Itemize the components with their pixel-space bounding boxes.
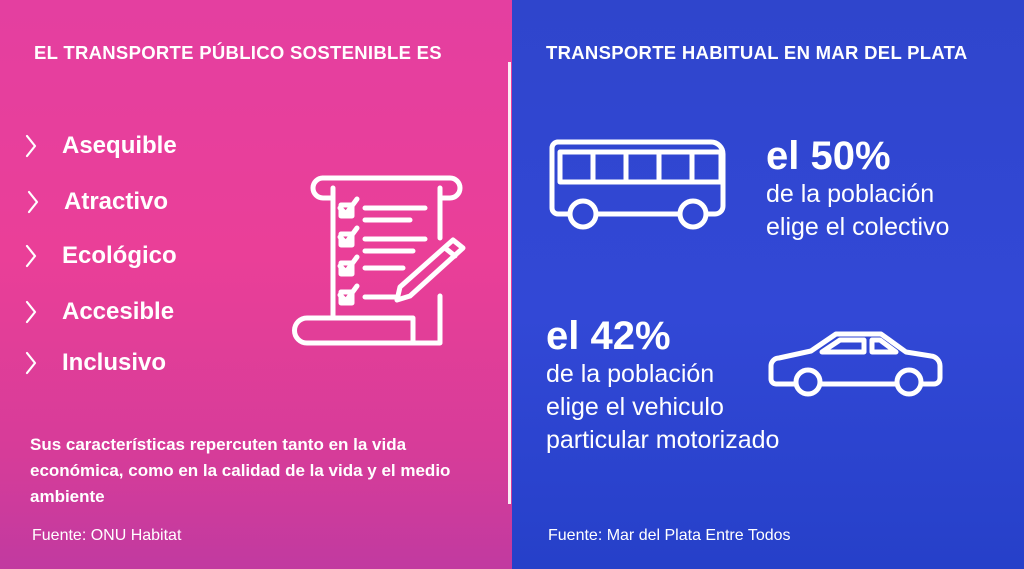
list-item: Accesible	[24, 294, 174, 330]
stat-bus: el 50% de la población elige el colectiv…	[766, 134, 949, 244]
left-note: Sus características repercuten tanto en …	[30, 435, 451, 506]
stat-bus-line1: de la población	[766, 180, 935, 208]
stat-car: el 42% de la población elige el vehiculo…	[546, 314, 779, 457]
list-item-label: Accesible	[62, 298, 175, 325]
chevron-right-icon	[24, 133, 50, 159]
list-item-label: Ecológico	[62, 242, 177, 269]
car-icon	[768, 331, 943, 397]
left-panel: EL TRANSPORTE PÚBLICO SOSTENIBLE ES Aseq…	[0, 0, 512, 569]
list-item: Atractivo	[26, 184, 168, 220]
right-title: TRANSPORTE HABITUAL EN MAR DEL PLATA	[546, 42, 968, 63]
stat-car-line1: de la población	[546, 360, 715, 388]
chevron-right-icon	[26, 189, 52, 215]
chevron-right-icon	[24, 299, 50, 325]
stat-car-line2: elige el vehiculo	[546, 393, 724, 421]
divider	[508, 62, 511, 504]
list-item-label: Inclusivo	[62, 349, 167, 376]
stat-bus-percent: el 50%	[766, 134, 891, 178]
right-panel	[512, 0, 1024, 569]
stat-bus-line2: elige el colectivo	[766, 213, 950, 241]
stat-car-line3: particular motorizado	[546, 426, 780, 454]
list-item-label: Asequible	[62, 132, 177, 159]
left-source: Fuente: ONU Habitat	[32, 527, 182, 544]
list-item: Inclusivo	[24, 345, 166, 381]
list-item: Asequible	[24, 128, 177, 164]
list-item: Ecológico	[24, 238, 177, 274]
chevron-right-icon	[24, 350, 50, 376]
checklist-document-pencil-icon	[292, 175, 466, 346]
bus-icon	[549, 139, 726, 230]
left-title: EL TRANSPORTE PÚBLICO SOSTENIBLE ES	[34, 42, 442, 63]
right-source: Fuente: Mar del Plata Entre Todos	[548, 527, 791, 544]
chevron-right-icon	[24, 243, 50, 269]
stat-car-percent: el 42%	[546, 314, 671, 358]
list-item-label: Atractivo	[64, 188, 169, 215]
